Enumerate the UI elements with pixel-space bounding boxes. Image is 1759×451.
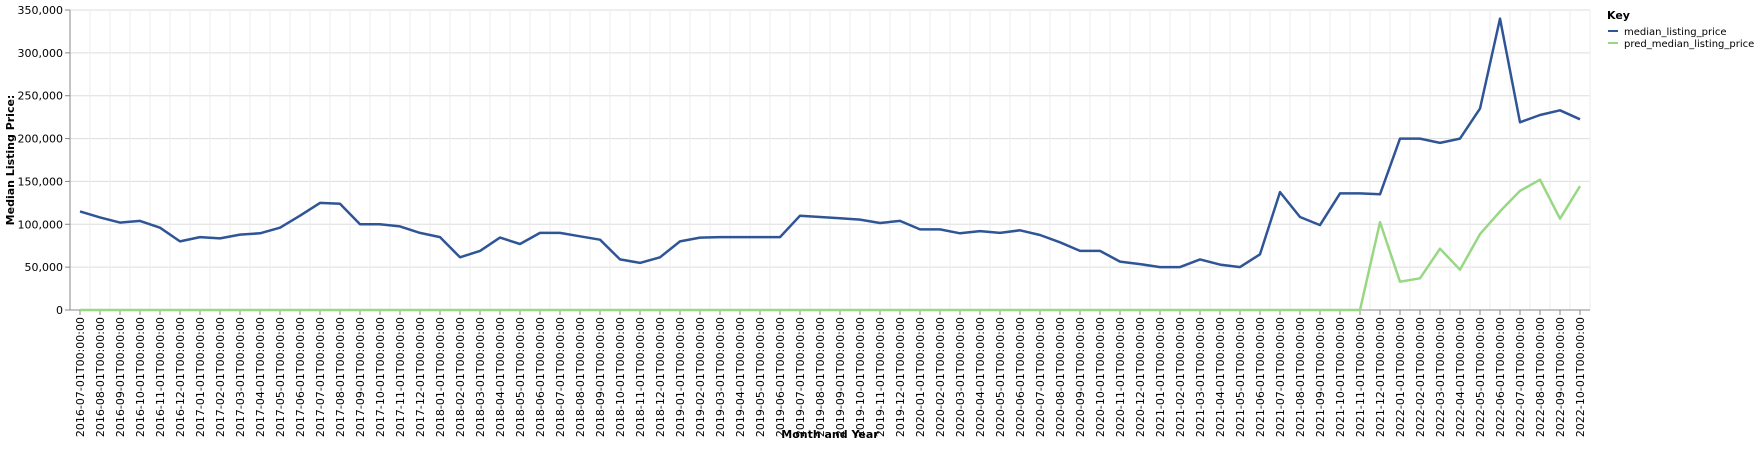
x-tick-label: 2022-07-01T00:00:00 <box>1514 317 1527 437</box>
x-tick-label: 2020-09-01T00:00:00 <box>1074 317 1087 437</box>
x-tick-label: 2018-05-01T00:00:00 <box>514 317 527 437</box>
x-tick-label: 2018-03-01T00:00:00 <box>474 317 487 437</box>
x-tick-label: 2021-10-01T00:00:00 <box>1334 317 1347 437</box>
x-tick-label: 2019-05-01T00:00:00 <box>754 317 767 437</box>
x-tick-label: 2021-05-01T00:00:00 <box>1234 317 1247 437</box>
x-tick-label: 2018-07-01T00:00:00 <box>554 317 567 437</box>
x-axis: 2016-07-01T00:00:00 2016-08-01T00:00:00 20… <box>70 309 1590 437</box>
x-tick-label: 2018-02-01T00:00:00 <box>454 317 467 437</box>
x-tick-label: 2021-01-01T00:00:00 <box>1154 317 1167 437</box>
x-tick-label: 2019-02-01T00:00:00 <box>694 317 707 437</box>
x-tick-label: 2020-08-01T00:00:00 <box>1054 317 1067 437</box>
x-tick-label: 2018-11-01T00:00:00 <box>634 317 647 437</box>
x-tick-label: 2018-01-01T00:00:00 <box>434 317 447 437</box>
y-tick-label: 50,000 <box>25 261 64 274</box>
x-tick-label: 2016-07-01T00:00:00 <box>74 317 87 437</box>
x-tick-label: 2019-08-01T00:00:00 <box>814 317 827 437</box>
x-tick-label: 2021-02-01T00:00:00 <box>1174 317 1187 437</box>
x-tick-label: 2018-12-01T00:00:00 <box>654 317 667 437</box>
x-tick-label: 2021-07-01T00:00:00 <box>1274 317 1287 437</box>
y-tick-label: 100,000 <box>18 218 64 231</box>
x-tick-label: 2017-12-01T00:00:00 <box>414 317 427 437</box>
x-tick-label: 2020-02-01T00:00:00 <box>934 317 947 437</box>
x-tick-label: 2017-11-01T00:00:00 <box>394 317 407 437</box>
x-tick-label: 2020-06-01T00:00:00 <box>1014 317 1027 437</box>
x-tick-label: 2016-09-01T00:00:00 <box>114 317 127 437</box>
y-tick-label: 200,000 <box>18 133 64 146</box>
x-tick-label: 2017-01-01T00:00:00 <box>194 317 207 437</box>
y-tick-label: 250,000 <box>18 90 64 103</box>
x-tick-label: 2017-06-01T00:00:00 <box>294 317 307 437</box>
x-tick-label: 2017-05-01T00:00:00 <box>274 317 287 437</box>
x-tick-label: 2018-04-01T00:00:00 <box>494 317 507 437</box>
x-tick-label: 2020-05-01T00:00:00 <box>994 317 1007 437</box>
y-axis-title: Median Listing Price: <box>4 95 17 226</box>
x-tick-label: 2022-03-01T00:00:00 <box>1434 317 1447 437</box>
x-tick-label: 2019-12-01T00:00:00 <box>894 317 907 437</box>
x-tick-label: 2022-04-01T00:00:00 <box>1454 317 1467 437</box>
x-tick-label: 2017-03-01T00:00:00 <box>234 317 247 437</box>
series-line-pred_median_listing_price <box>80 178 1582 312</box>
x-tick-label: 2021-03-01T00:00:00 <box>1194 317 1207 437</box>
x-tick-label: 2022-05-01T00:00:00 <box>1474 317 1487 437</box>
x-tick-label: 2016-10-01T00:00:00 <box>134 317 147 437</box>
legend-label: median_listing_price <box>1624 27 1727 38</box>
x-tick-label: 2018-09-01T00:00:00 <box>594 317 607 437</box>
x-tick-label: 2020-12-01T00:00:00 <box>1134 317 1147 437</box>
x-tick-label: 2021-06-01T00:00:00 <box>1254 317 1267 437</box>
y-tick-label: 350,000 <box>18 4 64 17</box>
y-tick-label: 300,000 <box>18 47 64 60</box>
x-tick-label: 2019-06-01T00:00:00 <box>774 317 787 437</box>
x-tick-label: 2018-06-01T00:00:00 <box>534 317 547 437</box>
y-axis: 0 50,000 100,000 150,000 200,000 250,000 300,0… <box>18 4 71 317</box>
x-tick-label: 2021-11-01T00:00:00 <box>1354 317 1367 437</box>
series-line-median_listing_price <box>79 17 1581 269</box>
x-tick-label: 2021-08-01T00:00:00 <box>1294 317 1307 437</box>
legend-label: pred_median_listing_price <box>1624 39 1754 50</box>
legend: Key median_listing_pricepred_median_list… <box>1607 9 1754 50</box>
x-tick-label: 2016-12-01T00:00:00 <box>174 317 187 437</box>
x-tick-label: 2020-03-01T00:00:00 <box>954 317 967 437</box>
x-tick-label: 2022-01-01T00:00:00 <box>1394 317 1407 437</box>
x-tick-label: 2020-01-01T00:00:00 <box>914 317 927 437</box>
x-tick-label: 2019-04-01T00:00:00 <box>734 317 747 437</box>
x-tick-label: 2019-10-01T00:00:00 <box>854 317 867 437</box>
x-tick-label: 2017-07-01T00:00:00 <box>314 317 327 437</box>
x-tick-label: 2020-10-01T00:00:00 <box>1094 317 1107 437</box>
y-tick-label: 0 <box>56 304 63 317</box>
x-tick-label: 2017-02-01T00:00:00 <box>214 317 227 437</box>
x-tick-label: 2021-04-01T00:00:00 <box>1214 317 1227 437</box>
x-tick-label: 2019-07-01T00:00:00 <box>794 317 807 437</box>
x-tick-label: 2017-10-01T00:00:00 <box>374 317 387 437</box>
x-tick-label: 2021-09-01T00:00:00 <box>1314 317 1327 437</box>
x-axis-title: Month and Year <box>781 428 879 441</box>
x-tick-label: 2019-11-01T00:00:00 <box>874 317 887 437</box>
x-tick-label: 2022-08-01T00:00:00 <box>1534 317 1547 437</box>
x-tick-label: 2020-07-01T00:00:00 <box>1034 317 1047 437</box>
x-tick-label: 2016-11-01T00:00:00 <box>154 317 167 437</box>
x-tick-label: 2019-03-01T00:00:00 <box>714 317 727 437</box>
series-lines <box>79 17 1582 312</box>
x-tick-label: 2020-04-01T00:00:00 <box>974 317 987 437</box>
y-tick-label: 150,000 <box>18 175 64 188</box>
x-tick-label: 2017-08-01T00:00:00 <box>334 317 347 437</box>
x-tick-label: 2021-12-01T00:00:00 <box>1374 317 1387 437</box>
x-tick-label: 2016-08-01T00:00:00 <box>94 317 107 437</box>
legend-title: Key <box>1607 9 1630 22</box>
x-tick-label: 2017-09-01T00:00:00 <box>354 317 367 437</box>
x-tick-label: 2018-08-01T00:00:00 <box>574 317 587 437</box>
x-tick-label: 2022-10-01T00:00:00 <box>1574 317 1587 437</box>
x-tick-label: 2020-11-01T00:00:00 <box>1114 317 1127 437</box>
x-tick-label: 2022-09-01T00:00:00 <box>1554 317 1567 437</box>
gridlines <box>69 9 1591 311</box>
x-tick-label: 2018-10-01T00:00:00 <box>614 317 627 437</box>
x-tick-label: 2019-01-01T00:00:00 <box>674 317 687 437</box>
x-tick-label: 2019-09-01T00:00:00 <box>834 317 847 437</box>
x-tick-label: 2022-06-01T00:00:00 <box>1494 317 1507 437</box>
x-tick-label: 2022-02-01T00:00:00 <box>1414 317 1427 437</box>
x-tick-label: 2017-04-01T00:00:00 <box>254 317 267 437</box>
